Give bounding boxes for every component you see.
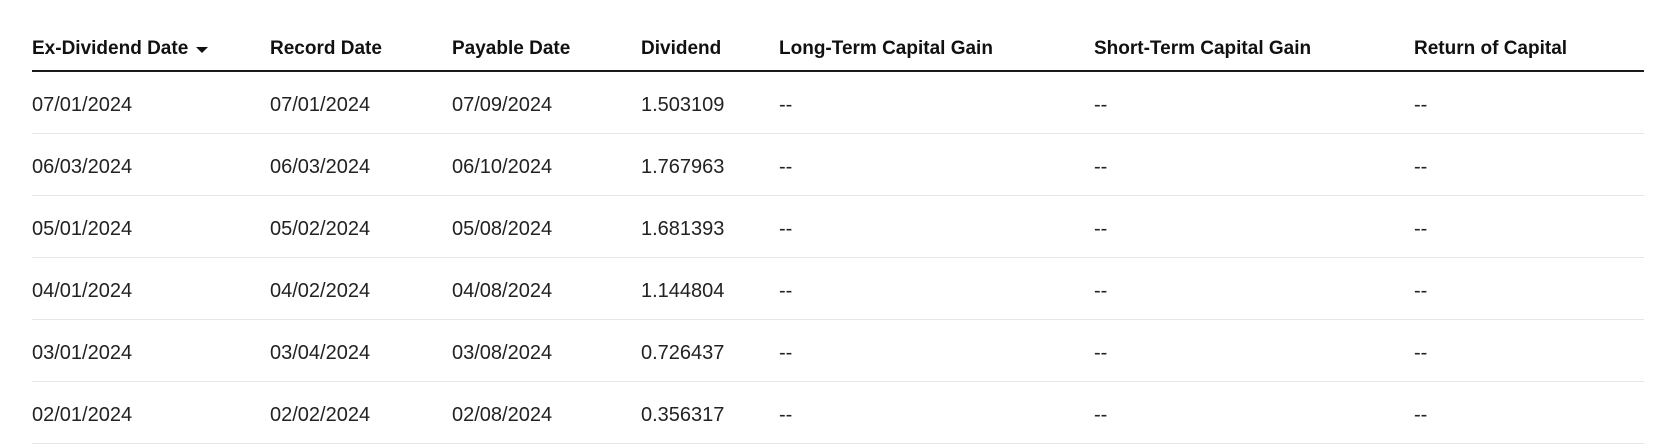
cell-short-term-capital-gain: -- — [1094, 381, 1414, 444]
cell-long-term-capital-gain: -- — [779, 133, 1094, 196]
cell-ex-dividend-date: 05/01/2024 — [32, 195, 270, 258]
cell-dividend: 1.681393 — [641, 195, 779, 258]
cell-short-term-capital-gain: -- — [1094, 71, 1414, 134]
column-header-ex-dividend-date[interactable]: Ex-Dividend Date — [32, 0, 270, 72]
cell-payable-date: 04/08/2024 — [452, 257, 641, 320]
cell-ex-dividend-date: 04/01/2024 — [32, 257, 270, 320]
cell-short-term-capital-gain: -- — [1094, 133, 1414, 196]
table-row: 05/01/2024 05/02/2024 05/08/2024 1.68139… — [32, 195, 1644, 258]
cell-record-date: 02/02/2024 — [270, 381, 452, 444]
cell-return-of-capital: -- — [1414, 71, 1644, 134]
cell-record-date: 07/01/2024 — [270, 71, 452, 134]
cell-record-date: 03/04/2024 — [270, 319, 452, 382]
cell-return-of-capital: -- — [1414, 133, 1644, 196]
column-header-label: Ex-Dividend Date — [32, 38, 189, 59]
table-row: 02/01/2024 02/02/2024 02/08/2024 0.35631… — [32, 381, 1644, 444]
cell-record-date: 05/02/2024 — [270, 195, 452, 258]
cell-dividend: 0.726437 — [641, 319, 779, 382]
sort-toggle[interactable]: Ex-Dividend Date — [32, 38, 209, 60]
cell-return-of-capital: -- — [1414, 257, 1644, 320]
column-header-record-date: Record Date — [270, 0, 452, 72]
cell-payable-date: 05/08/2024 — [452, 195, 641, 258]
table-header: Ex-Dividend Date Record Date Payable Dat… — [32, 0, 1644, 72]
cell-record-date: 06/03/2024 — [270, 133, 452, 196]
cell-dividend: 0.356317 — [641, 381, 779, 444]
table-row: 03/01/2024 03/04/2024 03/08/2024 0.72643… — [32, 319, 1644, 382]
cell-ex-dividend-date: 03/01/2024 — [32, 319, 270, 382]
cell-dividend: 1.767963 — [641, 133, 779, 196]
table-row: 06/03/2024 06/03/2024 06/10/2024 1.76796… — [32, 133, 1644, 196]
cell-long-term-capital-gain: -- — [779, 195, 1094, 258]
dividend-history-table: Ex-Dividend Date Record Date Payable Dat… — [32, 0, 1644, 444]
cell-payable-date: 06/10/2024 — [452, 133, 641, 196]
cell-short-term-capital-gain: -- — [1094, 257, 1414, 320]
cell-short-term-capital-gain: -- — [1094, 319, 1414, 382]
cell-dividend: 1.503109 — [641, 71, 779, 134]
column-header-short-term-capital-gain: Short-Term Capital Gain — [1094, 0, 1414, 72]
cell-long-term-capital-gain: -- — [779, 257, 1094, 320]
cell-long-term-capital-gain: -- — [779, 381, 1094, 444]
table-row: 07/01/2024 07/01/2024 07/09/2024 1.50310… — [32, 71, 1644, 134]
cell-return-of-capital: -- — [1414, 319, 1644, 382]
caret-down-icon[interactable] — [196, 47, 209, 53]
table-body: 07/01/2024 07/01/2024 07/09/2024 1.50310… — [32, 71, 1644, 444]
cell-long-term-capital-gain: -- — [779, 319, 1094, 382]
cell-ex-dividend-date: 06/03/2024 — [32, 133, 270, 196]
cell-payable-date: 03/08/2024 — [452, 319, 641, 382]
cell-dividend: 1.144804 — [641, 257, 779, 320]
cell-ex-dividend-date: 07/01/2024 — [32, 71, 270, 134]
column-header-long-term-capital-gain: Long-Term Capital Gain — [779, 0, 1094, 72]
cell-record-date: 04/02/2024 — [270, 257, 452, 320]
cell-short-term-capital-gain: -- — [1094, 195, 1414, 258]
table-row: 04/01/2024 04/02/2024 04/08/2024 1.14480… — [32, 257, 1644, 320]
cell-ex-dividend-date: 02/01/2024 — [32, 381, 270, 444]
dividend-history-table-container: Ex-Dividend Date Record Date Payable Dat… — [32, 0, 1644, 444]
column-header-dividend: Dividend — [641, 0, 779, 72]
column-header-return-of-capital: Return of Capital — [1414, 0, 1644, 72]
column-header-payable-date: Payable Date — [452, 0, 641, 72]
cell-return-of-capital: -- — [1414, 381, 1644, 444]
cell-long-term-capital-gain: -- — [779, 71, 1094, 134]
cell-return-of-capital: -- — [1414, 195, 1644, 258]
cell-payable-date: 07/09/2024 — [452, 71, 641, 134]
cell-payable-date: 02/08/2024 — [452, 381, 641, 444]
header-row: Ex-Dividend Date Record Date Payable Dat… — [32, 0, 1644, 72]
